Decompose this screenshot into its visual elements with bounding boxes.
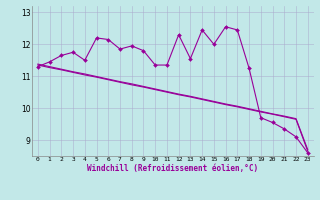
X-axis label: Windchill (Refroidissement éolien,°C): Windchill (Refroidissement éolien,°C) xyxy=(87,164,258,173)
